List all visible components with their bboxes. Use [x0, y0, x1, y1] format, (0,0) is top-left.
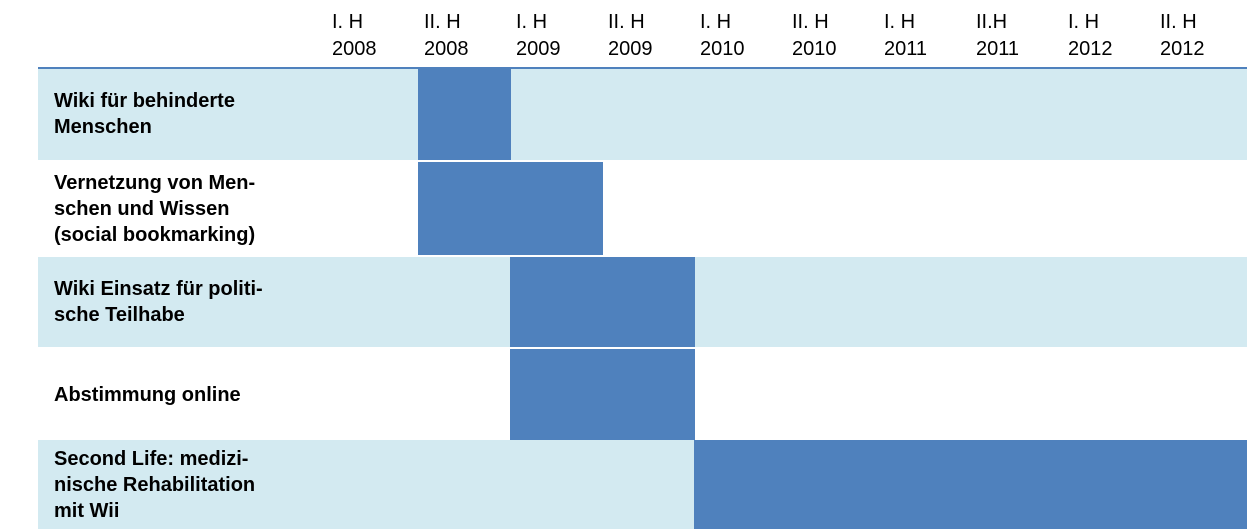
- column-header: 2008: [424, 38, 469, 60]
- column-header: 2010: [700, 38, 745, 60]
- column-header: II.H: [976, 11, 1008, 33]
- bar-cell: [1154, 440, 1247, 529]
- bar-cell: [510, 349, 603, 440]
- column-header: I. H: [884, 11, 916, 33]
- column-header: 2012: [1068, 38, 1113, 60]
- row-label-line: Abstimmung online: [54, 383, 241, 406]
- row-background: [38, 68, 1247, 160]
- column-header: II. H: [792, 11, 829, 33]
- row-label: Abstimmung online: [54, 349, 324, 440]
- row-label-line: sche Teilhabe: [54, 304, 185, 326]
- column-header: 2008: [332, 38, 377, 60]
- column-header: 2011: [884, 38, 928, 60]
- row-label: Wiki Einsatz für politi-sche Teilhabe: [54, 257, 324, 347]
- column-header: 2009: [516, 38, 561, 60]
- column-header: I. H: [1068, 11, 1100, 33]
- bar-cell: [510, 257, 603, 347]
- column-header: 2011: [976, 38, 1020, 60]
- column-header: II. H: [424, 11, 461, 33]
- row-label-line: nische Rehabilitation: [54, 473, 256, 496]
- bar-cell: [878, 440, 971, 529]
- header-rule: [38, 67, 1247, 69]
- bar-cell: [510, 162, 603, 255]
- bar-cell: [602, 349, 695, 440]
- row-label-line: Wiki Einsatz für politi-: [54, 278, 263, 300]
- row-label-line: Second Life: medizi-: [54, 447, 249, 470]
- column-header: II. H: [1160, 11, 1197, 33]
- bar-cell: [786, 440, 879, 529]
- row-label-line: Menschen: [54, 116, 152, 138]
- row-label: Wiki für behinderte Menschen: [54, 68, 324, 160]
- bar-cell: [1062, 440, 1155, 529]
- bar-cell: [694, 440, 787, 529]
- bar-cell: [418, 68, 511, 160]
- column-header: I. H: [700, 11, 732, 33]
- bar-cell: [970, 440, 1063, 529]
- row-label-line: mit Wii: [54, 499, 120, 522]
- column-header: 2010: [792, 38, 837, 60]
- column-header: II. H: [608, 11, 645, 33]
- row-label: Second Life: medizi-nische Rehabilitatio…: [54, 440, 324, 529]
- column-header: I. H: [516, 11, 548, 33]
- row-label-line: (social bookmarking): [54, 223, 256, 246]
- column-header: I. H: [332, 11, 364, 33]
- row-label-line: Vernetzung von Men-: [54, 171, 256, 194]
- row-label-line: Wiki für behinderte: [54, 90, 235, 112]
- row-label-line: schen und Wissen: [54, 197, 230, 220]
- row-label: Vernetzung von Men-schen und Wissen (soci…: [54, 162, 324, 255]
- column-header: 2012: [1160, 38, 1205, 60]
- bar-cell: [418, 162, 511, 255]
- bar-cell: [602, 257, 695, 347]
- column-header: 2009: [608, 38, 653, 60]
